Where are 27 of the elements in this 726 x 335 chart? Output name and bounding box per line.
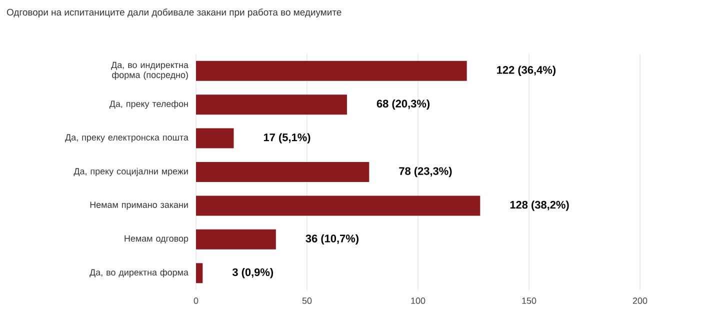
data-label: 3 (0,9%)	[232, 268, 274, 278]
data-label: 122 (36,4%)	[497, 66, 556, 76]
bar	[196, 263, 203, 284]
bar	[196, 196, 480, 216]
y-tick-label: Да, преку социјални мрежи	[74, 168, 188, 176]
data-label: 36 (10,7%)	[306, 234, 358, 245]
y-tick-label: Немам примано закани	[90, 202, 188, 210]
x-tick-label: 100	[411, 298, 426, 304]
y-tick-label: Да, преку телефон	[109, 100, 188, 109]
x-tick-label: 150	[522, 298, 536, 304]
y-tick-label: Да, во индиректна форма (посредно)	[111, 62, 188, 80]
x-tick-label: 200	[632, 298, 648, 304]
chart-title: Одговори на испитаниците дали добивале закани при работа во медиумите	[6, 8, 342, 18]
bar	[196, 162, 370, 182]
y-tick-label: Да, преку електронска пошта	[65, 134, 188, 142]
bar	[196, 128, 234, 148]
x-tick-label: 0	[194, 298, 198, 304]
bar	[196, 229, 276, 250]
data-label: 78 (23,3%)	[399, 166, 452, 178]
bar	[196, 94, 347, 115]
y-tick-label: Немам одговор	[124, 235, 188, 244]
data-label: 68 (20,3%)	[376, 99, 430, 110]
bar	[196, 60, 467, 81]
data-label: 128 (38,2%)	[510, 200, 569, 211]
data-label: 17 (5,1%)	[264, 133, 310, 144]
x-tick-label: 50	[302, 298, 312, 304]
y-tick-label: Да, во директна форма	[90, 268, 188, 278]
